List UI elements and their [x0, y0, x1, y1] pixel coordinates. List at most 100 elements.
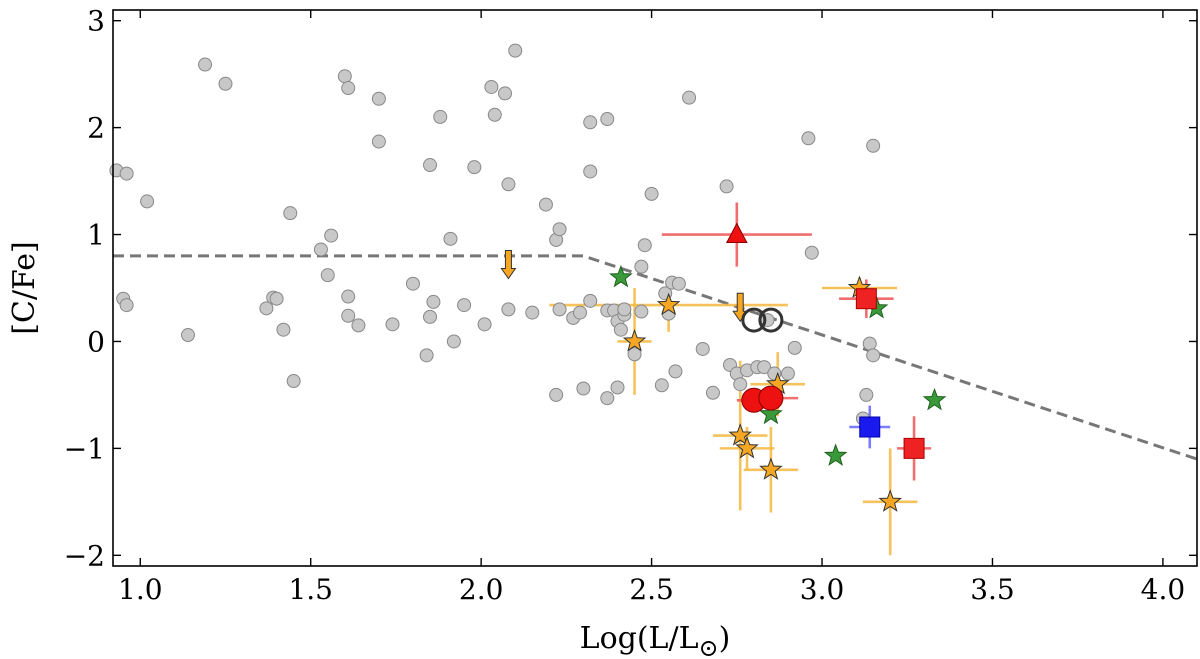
x-tick-label: 1.0 — [118, 573, 163, 606]
comparison-sample-marker — [423, 309, 438, 324]
comparison-sample-marker — [443, 231, 458, 246]
comparison-sample-marker — [484, 79, 499, 94]
comparison-sample-marker — [426, 294, 441, 309]
comparison-sample-marker — [313, 242, 328, 257]
comparison-sample-marker — [583, 293, 598, 308]
comparison-sample-marker — [866, 138, 881, 153]
comparison-sample-marker — [573, 305, 588, 320]
y-tick-label: 0 — [87, 325, 105, 358]
comparison-sample-marker — [705, 385, 720, 400]
y-tick-label: 2 — [87, 112, 105, 145]
comparison-sample-marker — [324, 228, 339, 243]
comparison-sample-marker — [371, 91, 386, 106]
comparison-sample-marker — [433, 109, 448, 124]
comparison-sample-marker — [600, 391, 615, 406]
y-tick-label: −1 — [64, 432, 105, 465]
green-star-marker — [609, 264, 633, 288]
x-tick-label: 4.0 — [1141, 573, 1186, 606]
comparison-sample-marker — [617, 302, 632, 317]
comparison-sample-marker — [446, 334, 461, 349]
open-circle-marker — [758, 307, 784, 333]
comparison-sample-marker — [276, 322, 291, 337]
comparison-sample-marker — [583, 164, 598, 179]
x-tick-label: 3.5 — [970, 573, 1015, 606]
orange-star-marker — [728, 423, 753, 446]
comparison-sample-marker — [733, 377, 748, 392]
comparison-sample-marker — [385, 317, 400, 332]
comparison-sample-marker — [552, 222, 567, 237]
comparison-sample-marker — [627, 347, 642, 362]
x-tick-label: 3.0 — [800, 573, 845, 606]
comparison-sample-marker — [719, 179, 734, 194]
comparison-sample-marker — [423, 158, 438, 173]
red-circle-marker — [758, 385, 784, 411]
comparison-sample-marker — [477, 317, 492, 332]
comparison-sample-marker — [341, 81, 356, 96]
comparison-sample-marker — [508, 43, 523, 58]
open-circle-marker — [741, 307, 767, 333]
tick-layer: 1.0 1.5 2.0 2.5 3.0 3.5 4.0 3 2 1 0 −1 −2 — [64, 5, 1197, 606]
comparison-sample-marker — [351, 318, 366, 333]
x-tick-label: 2.0 — [459, 573, 504, 606]
comparison-sample-marker — [600, 112, 615, 127]
red-square-marker — [855, 288, 877, 310]
comparison-sample-marker — [671, 276, 686, 291]
red-triangle-marker — [725, 222, 748, 244]
comparison-sample-marker — [119, 298, 134, 313]
blue-square-marker — [859, 416, 881, 438]
comparison-sample-marker — [320, 268, 335, 283]
orange-upper-limit-marker — [500, 249, 517, 280]
comparison-sample-marker — [259, 301, 274, 316]
green-star-marker — [922, 387, 947, 411]
comparison-sample-marker — [637, 238, 652, 253]
comparison-sample-marker — [286, 374, 301, 389]
comparison-sample-marker — [525, 305, 540, 320]
comparison-sample-marker — [549, 387, 564, 402]
comparison-sample-marker — [695, 341, 710, 356]
plot-frame — [112, 9, 1198, 567]
comparison-sample-marker — [610, 380, 625, 395]
comparison-sample-marker — [501, 302, 516, 317]
comparison-sample-marker — [180, 328, 195, 343]
y-tick-label: 3 — [87, 5, 105, 38]
comparison-sample-marker — [644, 186, 659, 201]
comparison-sample-marker — [341, 308, 356, 323]
comparison-sample-marker — [487, 107, 502, 122]
comparison-sample-marker — [583, 115, 598, 130]
y-tick-label: 1 — [87, 219, 105, 252]
comparison-sample-marker — [576, 381, 591, 396]
comparison-sample-marker — [780, 366, 795, 381]
comparison-sample-marker — [757, 360, 772, 375]
green-star-marker — [759, 401, 783, 425]
comparison-sample-marker — [140, 194, 155, 209]
x-axis-title: Log(L/L⊙) — [580, 621, 731, 659]
comparison-sample-marker — [405, 276, 420, 291]
comparison-sample-marker — [501, 177, 516, 192]
x-axis-title-close: ) — [719, 621, 731, 656]
comparison-sample-marker — [552, 302, 567, 317]
x-tick-label: 1.5 — [288, 573, 333, 606]
comparison-sample-marker — [498, 86, 513, 101]
comparison-sample-marker — [682, 90, 697, 105]
marker-layer — [109, 43, 947, 512]
comparison-sample-marker — [269, 291, 284, 306]
comparison-sample-marker — [538, 197, 553, 212]
orange-star-marker — [878, 489, 903, 512]
x-axis-title-sub: ⊙ — [699, 634, 719, 659]
comparison-sample-marker — [218, 76, 233, 91]
orange-star-marker — [622, 329, 647, 352]
comparison-sample-marker — [419, 348, 434, 363]
comparison-sample-marker — [654, 378, 669, 393]
orange-star-marker — [759, 457, 783, 480]
orange-star-marker — [656, 292, 681, 316]
comparison-sample-marker — [859, 387, 874, 402]
comparison-sample-marker — [613, 322, 628, 337]
comparison-sample-marker — [634, 259, 649, 274]
green-star-marker — [823, 443, 848, 466]
comparison-sample-marker — [866, 348, 881, 363]
comparison-sample-marker — [668, 364, 683, 379]
dashed-boundary — [113, 254, 1198, 461]
boundary-line-layer — [113, 254, 1198, 461]
comparison-sample-marker — [801, 131, 816, 146]
